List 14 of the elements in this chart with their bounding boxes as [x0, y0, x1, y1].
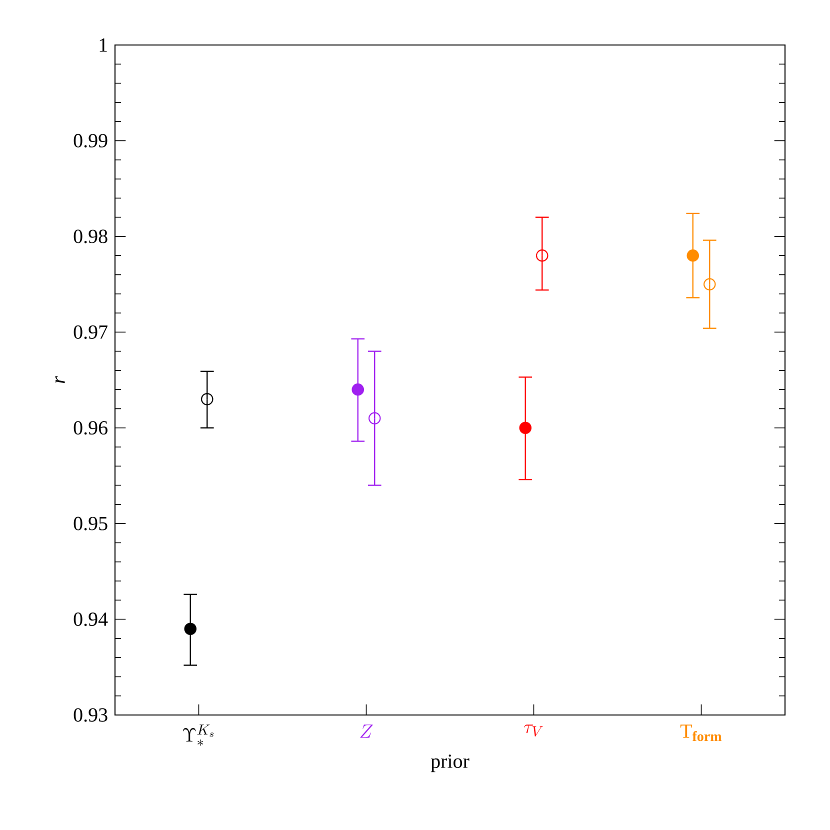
x-tick-label: $\mathrm{T}_{\mathbf{form}}$ — [680, 724, 722, 742]
y-axis-title: r — [55, 376, 65, 384]
x-tick-label: $Z$ — [360, 724, 373, 738]
y-tick-label: 0.94 — [74, 612, 108, 626]
y-tick-label: 0.97 — [74, 325, 108, 339]
x-tick-label: $\tau_{V}$ — [524, 724, 543, 737]
y-tick-label: 0.95 — [74, 516, 108, 530]
y-tick-label: 1 — [100, 38, 107, 52]
y-tick-label: 0.96 — [74, 421, 108, 435]
y-tick-label: 0.99 — [74, 134, 108, 148]
y-tick-label: 0.98 — [74, 230, 108, 244]
x-axis-title: prior — [430, 754, 470, 772]
x-tick-label: $\Upsilon_{*}^{K_s}$ — [183, 724, 214, 746]
y-tick-label: 0.93 — [74, 708, 108, 722]
